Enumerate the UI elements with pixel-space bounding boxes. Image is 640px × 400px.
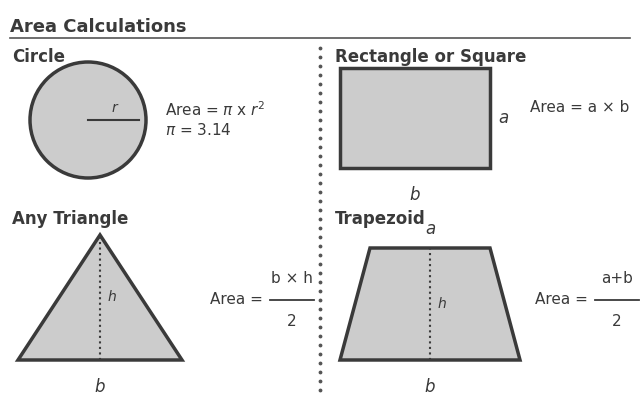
Text: a+b: a+b: [601, 271, 633, 286]
Text: Rectangle or Square: Rectangle or Square: [335, 48, 526, 66]
Text: Trapezoid: Trapezoid: [335, 210, 426, 228]
Text: Area =: Area =: [210, 292, 268, 308]
Text: Area = $\pi$ x $r^2$: Area = $\pi$ x $r^2$: [165, 100, 266, 119]
Text: Any Triangle: Any Triangle: [12, 210, 129, 228]
Ellipse shape: [30, 62, 146, 178]
Text: a: a: [498, 109, 508, 127]
Text: 2: 2: [287, 314, 297, 329]
Text: r: r: [111, 101, 117, 115]
Text: Area Calculations: Area Calculations: [10, 18, 186, 36]
Text: Area =: Area =: [535, 292, 593, 308]
Polygon shape: [18, 235, 182, 360]
Text: Area = a × b: Area = a × b: [530, 100, 629, 115]
Text: Circle: Circle: [12, 48, 65, 66]
Text: b: b: [410, 186, 420, 204]
Bar: [340, 68, 490, 168]
Text: b × h: b × h: [271, 271, 313, 286]
Text: b: b: [425, 378, 435, 396]
Text: b: b: [95, 378, 105, 396]
Polygon shape: [340, 248, 520, 360]
Text: a: a: [425, 220, 435, 238]
Text: 2: 2: [612, 314, 622, 329]
Text: $\pi$ = 3.14: $\pi$ = 3.14: [165, 122, 232, 138]
Text: h: h: [108, 290, 116, 304]
Text: h: h: [438, 297, 447, 311]
